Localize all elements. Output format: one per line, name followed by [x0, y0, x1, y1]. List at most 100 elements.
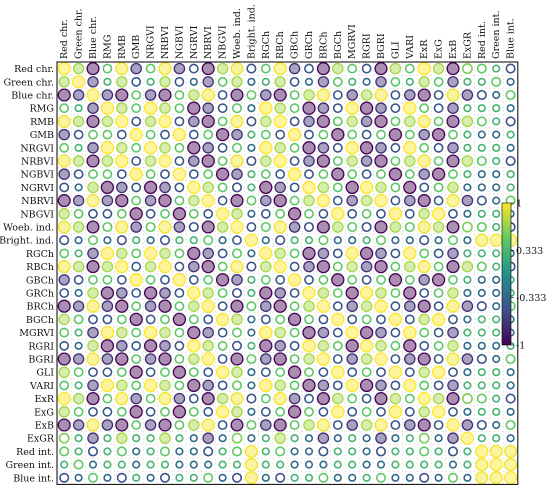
cell-circle: [145, 314, 156, 325]
cell-circle: [375, 287, 387, 299]
cell-circle: [231, 182, 243, 193]
cell-circle: [116, 235, 127, 246]
cell-circle: [260, 208, 271, 219]
cell-circle: [146, 473, 155, 482]
cell-circle: [201, 88, 215, 102]
cell-circle: [477, 288, 486, 298]
cell-circle: [247, 209, 256, 218]
column-label: NBRVI: [203, 26, 214, 59]
cell-circle: [463, 328, 472, 337]
cell-circle: [231, 128, 243, 141]
cell-circle: [86, 88, 100, 102]
cell-circle: [446, 62, 460, 76]
cell-circle: [57, 418, 71, 432]
cell-circle: [463, 209, 472, 218]
cell-circle: [288, 273, 302, 287]
cell-circle: [287, 167, 302, 181]
cell-circle: [492, 354, 501, 364]
cell-circle: [129, 273, 143, 287]
cell-circle: [361, 406, 372, 417]
cell-circle: [103, 77, 112, 86]
cell-circle: [218, 460, 227, 469]
cell-circle: [290, 460, 299, 469]
cell-circle: [332, 340, 343, 351]
cell-circle: [419, 446, 430, 457]
cell-circle: [504, 458, 518, 472]
cell-circle: [433, 301, 444, 312]
cell-circle: [246, 222, 257, 232]
cell-circle: [101, 353, 114, 365]
row-label: ExB: [35, 421, 54, 432]
cell-circle: [476, 155, 487, 167]
cell-circle: [359, 286, 374, 300]
cell-circle: [131, 301, 142, 312]
cell-circle: [259, 246, 273, 260]
cell-circle: [74, 328, 83, 337]
cell-circle: [448, 460, 458, 469]
cell-circle: [360, 89, 373, 101]
cell-circle: [332, 90, 343, 100]
cell-circle: [187, 378, 201, 393]
cell-circle: [304, 367, 314, 378]
cell-circle: [202, 432, 214, 444]
cell-circle: [259, 325, 273, 340]
cell-circle: [390, 301, 401, 312]
cell-circle: [289, 156, 300, 166]
cell-circle: [160, 208, 170, 219]
cell-circle: [463, 288, 472, 298]
cell-circle: [188, 274, 199, 285]
cell-circle: [72, 221, 85, 233]
cell-circle: [101, 300, 114, 312]
cell-circle: [102, 406, 113, 417]
cell-circle: [317, 340, 330, 352]
cell-circle: [273, 193, 287, 208]
cell-circle: [404, 63, 415, 74]
cell-circle: [174, 116, 185, 127]
cell-circle: [447, 181, 459, 194]
cell-circle: [115, 154, 129, 168]
cell-circle: [419, 288, 430, 298]
cell-circle: [247, 315, 256, 324]
row-label: Green chr.: [4, 77, 54, 88]
cell-circle: [143, 378, 158, 393]
cell-circle: [145, 129, 156, 140]
cell-circle: [247, 143, 256, 152]
cell-circle: [102, 169, 113, 180]
cell-circle: [189, 460, 198, 469]
cell-circle: [375, 102, 387, 114]
cell-circle: [404, 221, 415, 233]
cell-circle: [331, 273, 345, 287]
column-label: RMG: [102, 35, 113, 59]
cell-circle: [57, 88, 71, 102]
cell-circle: [347, 274, 358, 285]
cell-circle: [375, 379, 387, 392]
cell-circle: [201, 259, 215, 274]
cell-circle: [159, 326, 171, 339]
cell-circle: [302, 246, 316, 261]
column-label: GMB: [131, 35, 142, 59]
cell-circle: [188, 208, 199, 219]
cell-circle: [346, 155, 358, 167]
cell-circle: [58, 208, 70, 220]
column-label: GBCh: [290, 31, 301, 59]
cell-circle: [317, 287, 330, 299]
cell-circle: [304, 208, 314, 219]
column-label: ExGR: [462, 31, 473, 59]
cell-circle: [217, 248, 228, 259]
cell-circle: [74, 183, 83, 192]
cell-circle: [174, 142, 185, 153]
cell-circle: [463, 236, 472, 245]
row-label: ExGR: [27, 434, 55, 445]
cell-circle: [476, 261, 487, 272]
cell-circle: [360, 353, 373, 365]
cell-circle: [290, 473, 299, 482]
cell-circle: [461, 155, 474, 167]
row-label: NBGVI: [20, 209, 54, 220]
cell-circle: [404, 367, 415, 378]
cell-circle: [175, 434, 184, 443]
cell-circle: [317, 379, 330, 392]
cell-circle: [72, 419, 85, 431]
cell-circle: [304, 274, 314, 285]
cell-circle: [217, 182, 228, 193]
cell-circle: [203, 274, 214, 285]
